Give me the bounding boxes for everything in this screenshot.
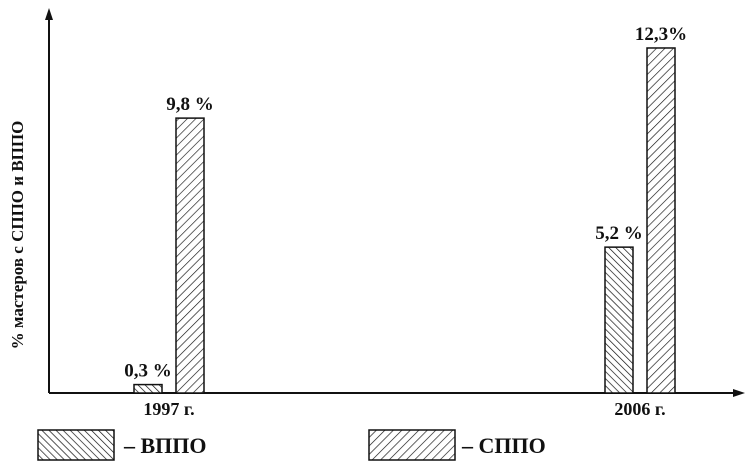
legend-item-vppo: – ВППО	[37, 429, 207, 461]
bar-vppo-1997	[133, 383, 163, 394]
data-label-sppo-1997: 9,8 %	[166, 94, 214, 115]
x-tick-label-2006: 2006 г.	[614, 399, 665, 419]
legend-label-vppo: – ВППО	[123, 433, 207, 458]
bar-vppo-2006	[604, 246, 634, 394]
data-label-vppo-1997: 0,3 %	[124, 361, 172, 382]
data-label-sppo-2006: 12,3%	[635, 24, 687, 45]
x-tick-label-1997: 1997 г.	[143, 399, 194, 419]
legend-swatch-vppo	[37, 429, 115, 461]
legend-label-sppo: – СППО	[461, 433, 546, 458]
y-axis	[45, 8, 53, 393]
legend-swatch-sppo	[368, 429, 456, 461]
bar-sppo-2006	[646, 47, 676, 394]
legend: – ВППО – СППО	[37, 429, 546, 461]
x-tick-labels: 1997 г. 2006 г.	[143, 399, 665, 419]
bar-sppo-1997	[175, 117, 205, 394]
bars: 0,3 % 9,8 % 5,2 % 12,3%	[124, 24, 687, 394]
legend-item-sppo: – СППО	[368, 429, 546, 461]
data-label-vppo-2006: 5,2 %	[595, 223, 643, 244]
y-axis-label: % мастеров с СППО и ВППО	[8, 121, 27, 350]
